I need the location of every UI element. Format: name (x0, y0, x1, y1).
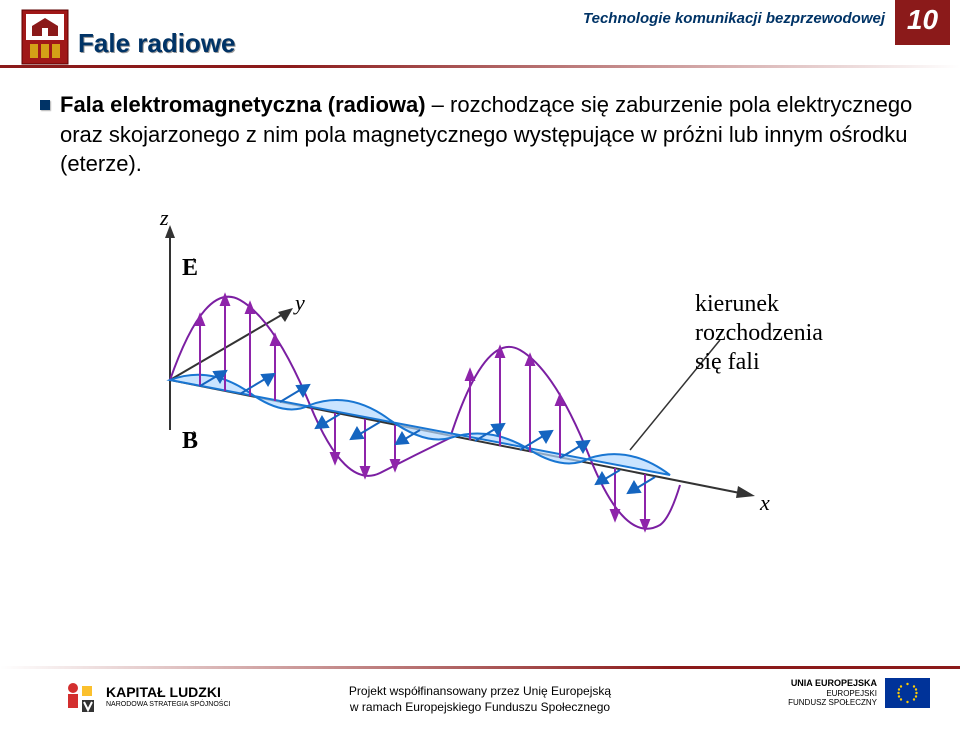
b-field-label: B→ (182, 428, 198, 455)
eu-line1: UNIA EUROPEJSKA (788, 678, 877, 689)
footer-center-text: Projekt współfinansowany przez Unię Euro… (349, 684, 611, 715)
fc-line2: w ramach Europejskiego Funduszu Społeczn… (349, 700, 611, 716)
bullet-item: Fala elektromagnetyczna (radiowa) – rozc… (40, 90, 920, 179)
footer-divider (0, 666, 960, 669)
body-text: Fala elektromagnetyczna (radiowa) – rozc… (60, 90, 920, 179)
subject-label: Technologie komunikacji bezprzewodowej (583, 10, 885, 27)
kapital-ludzki-icon (60, 678, 98, 716)
kapital-ludzki-text: KAPITAŁ LUDZKI NARODOWA STRATEGIA SPÓJNO… (106, 685, 230, 708)
footer: KAPITAŁ LUDZKI NARODOWA STRATEGIA SPÓJNO… (0, 666, 960, 731)
axis-x-label: x (760, 490, 770, 516)
bullet-icon (40, 100, 50, 110)
eu-text: UNIA EUROPEJSKA EUROPEJSKI FUNDUSZ SPOŁE… (788, 678, 877, 708)
institution-logo (20, 8, 70, 66)
axis-z-label: z (160, 205, 169, 231)
content-area: Fala elektromagnetyczna (radiowa) – rozc… (40, 90, 920, 179)
eu-flag-icon (885, 678, 930, 708)
footer-right-logo: UNIA EUROPEJSKA EUROPEJSKI FUNDUSZ SPOŁE… (788, 678, 930, 708)
page-number: 10 (895, 0, 950, 45)
eu-line3: FUNDUSZ SPOŁECZNY (788, 698, 877, 708)
em-wave-diagram: z y x E→ B→ kierunek rozchodzenia się fa… (110, 200, 850, 580)
term: Fala elektromagnetyczna (radiowa) (60, 92, 426, 117)
eu-line2: EUROPEJSKI (788, 689, 877, 699)
slide: Fale radiowe Technologie komunikacji bez… (0, 0, 960, 731)
slide-title: Fale radiowe (78, 28, 236, 59)
axis-y-label: y (295, 290, 305, 316)
fc-line1: Projekt współfinansowany przez Unię Euro… (349, 684, 611, 700)
e-field-label: E→ (182, 255, 198, 282)
kl-line2: NARODOWA STRATEGIA SPÓJNOŚCI (106, 701, 230, 709)
header-divider (0, 65, 960, 68)
propagation-caption: kierunek rozchodzenia się fali (695, 290, 823, 376)
kl-line1: KAPITAŁ LUDZKI (106, 685, 230, 700)
footer-left-logo: KAPITAŁ LUDZKI NARODOWA STRATEGIA SPÓJNO… (60, 678, 230, 716)
header: Fale radiowe Technologie komunikacji bez… (0, 0, 960, 65)
